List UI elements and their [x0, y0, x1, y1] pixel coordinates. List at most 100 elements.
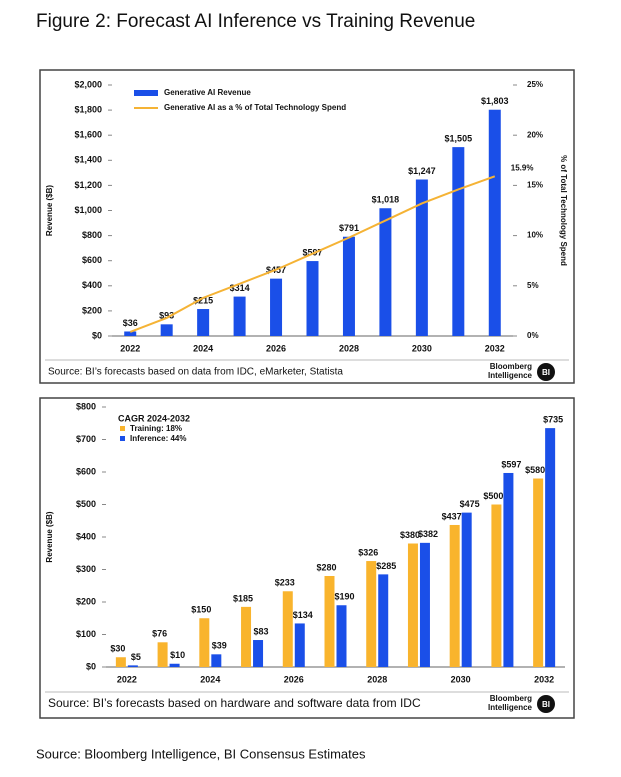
y-tick-label: $1,000 [74, 205, 102, 215]
x-tick-label: 2028 [339, 343, 359, 353]
y2-axis-label: % of Total Technology Spend [559, 155, 568, 266]
bar [124, 331, 137, 336]
bar [378, 574, 389, 667]
bar [306, 261, 319, 336]
legend-label: Generative AI Revenue [164, 88, 251, 97]
bar [503, 472, 514, 667]
x-tick-label: 2024 [193, 343, 213, 353]
data-label: 15.9% [511, 163, 534, 172]
x-tick-label: 2032 [485, 343, 505, 353]
chart-source: Source: BI’s forecasts based on data fro… [48, 367, 343, 378]
y-axis-label: Revenue ($B) [45, 185, 54, 236]
y-tick-label: $0 [92, 330, 102, 340]
y-tick-label: $200 [76, 596, 96, 606]
data-label: $93 [159, 311, 174, 321]
bar [415, 179, 428, 336]
brand-name: Bloomberg [490, 362, 532, 371]
data-label: $39 [212, 641, 227, 651]
x-tick-label: 2026 [266, 343, 286, 353]
bar [253, 640, 264, 667]
y-tick-label: $500 [76, 499, 96, 509]
legend-swatch [120, 426, 125, 431]
data-label: $597 [302, 247, 322, 257]
y-tick-label: $1,200 [74, 180, 102, 190]
figure-source: Source: Bloomberg Intelligence, BI Conse… [36, 746, 366, 761]
bar [533, 478, 544, 667]
data-label: $1,018 [372, 195, 400, 205]
legend-swatch [134, 90, 158, 96]
x-tick-label: 2022 [120, 343, 140, 353]
data-label: $580 [525, 465, 545, 475]
figure-title: Figure 2: Forecast AI Inference vs Train… [36, 11, 475, 32]
y-tick-label: $1,800 [74, 104, 102, 114]
legend-swatch [120, 436, 125, 441]
y-tick-label: $400 [82, 280, 102, 290]
data-label: $215 [193, 295, 213, 305]
data-label: $30 [110, 644, 125, 654]
bar [270, 278, 283, 336]
y-tick-label: $800 [82, 230, 102, 240]
x-tick-label: 2028 [367, 674, 387, 684]
legend-label: Generative AI as a % of Total Technology… [164, 103, 346, 112]
data-label: $134 [293, 610, 313, 620]
data-label: $185 [233, 593, 253, 603]
data-label: $437 [442, 511, 462, 521]
brand-unit: Intelligence [488, 703, 533, 712]
y2-tick-label: 5% [527, 281, 539, 290]
bar [379, 208, 392, 336]
data-label: $1,505 [445, 133, 473, 143]
data-label: $791 [339, 223, 359, 233]
annotation: CAGR 2024-2032 [118, 413, 190, 423]
legend-label: Inference: 44% [130, 434, 186, 443]
bar [115, 657, 126, 667]
y-tick-label: $400 [76, 531, 96, 541]
data-label: $326 [358, 547, 378, 557]
data-label: $500 [483, 491, 503, 501]
bar [488, 109, 501, 336]
bar [449, 524, 460, 667]
y2-tick-label: 20% [527, 130, 543, 139]
bar [241, 606, 252, 667]
bar [294, 623, 305, 667]
bar [419, 542, 430, 667]
bar [282, 591, 293, 667]
brand-name: Bloomberg [490, 694, 532, 703]
bar [127, 665, 138, 667]
bar [324, 576, 335, 667]
data-label: $285 [376, 561, 396, 571]
data-label: $36 [123, 318, 138, 328]
bar [342, 236, 355, 336]
legend-label: Training: 18% [130, 424, 182, 433]
y2-tick-label: 25% [527, 80, 543, 89]
y-tick-label: $800 [76, 401, 96, 411]
y-tick-label: $700 [76, 434, 96, 444]
y-tick-label: $1,400 [74, 155, 102, 165]
y-tick-label: $600 [82, 255, 102, 265]
data-label: $1,247 [408, 166, 436, 176]
x-tick-label: 2030 [412, 343, 432, 353]
brand-badge-text: BI [542, 368, 550, 377]
y2-tick-label: 10% [527, 231, 543, 240]
data-label: $314 [230, 283, 250, 293]
bar [199, 618, 210, 667]
bar [211, 654, 222, 667]
chart-source: Source: BI’s forecasts based on hardware… [48, 696, 421, 710]
line [129, 175, 496, 333]
bar [407, 543, 418, 667]
bar [545, 428, 556, 667]
y2-tick-label: 0% [527, 331, 539, 340]
y-tick-label: $100 [76, 629, 96, 639]
data-label: $380 [400, 530, 420, 540]
brand-badge [537, 695, 555, 713]
brand-badge [537, 363, 555, 381]
data-label: $735 [543, 415, 563, 425]
y2-tick-label: 15% [527, 181, 543, 190]
bar [491, 504, 502, 667]
data-label: $475 [460, 499, 480, 509]
x-tick-label: 2032 [534, 674, 554, 684]
x-tick-label: 2026 [284, 674, 304, 684]
bar [157, 642, 168, 667]
bar [336, 605, 347, 667]
